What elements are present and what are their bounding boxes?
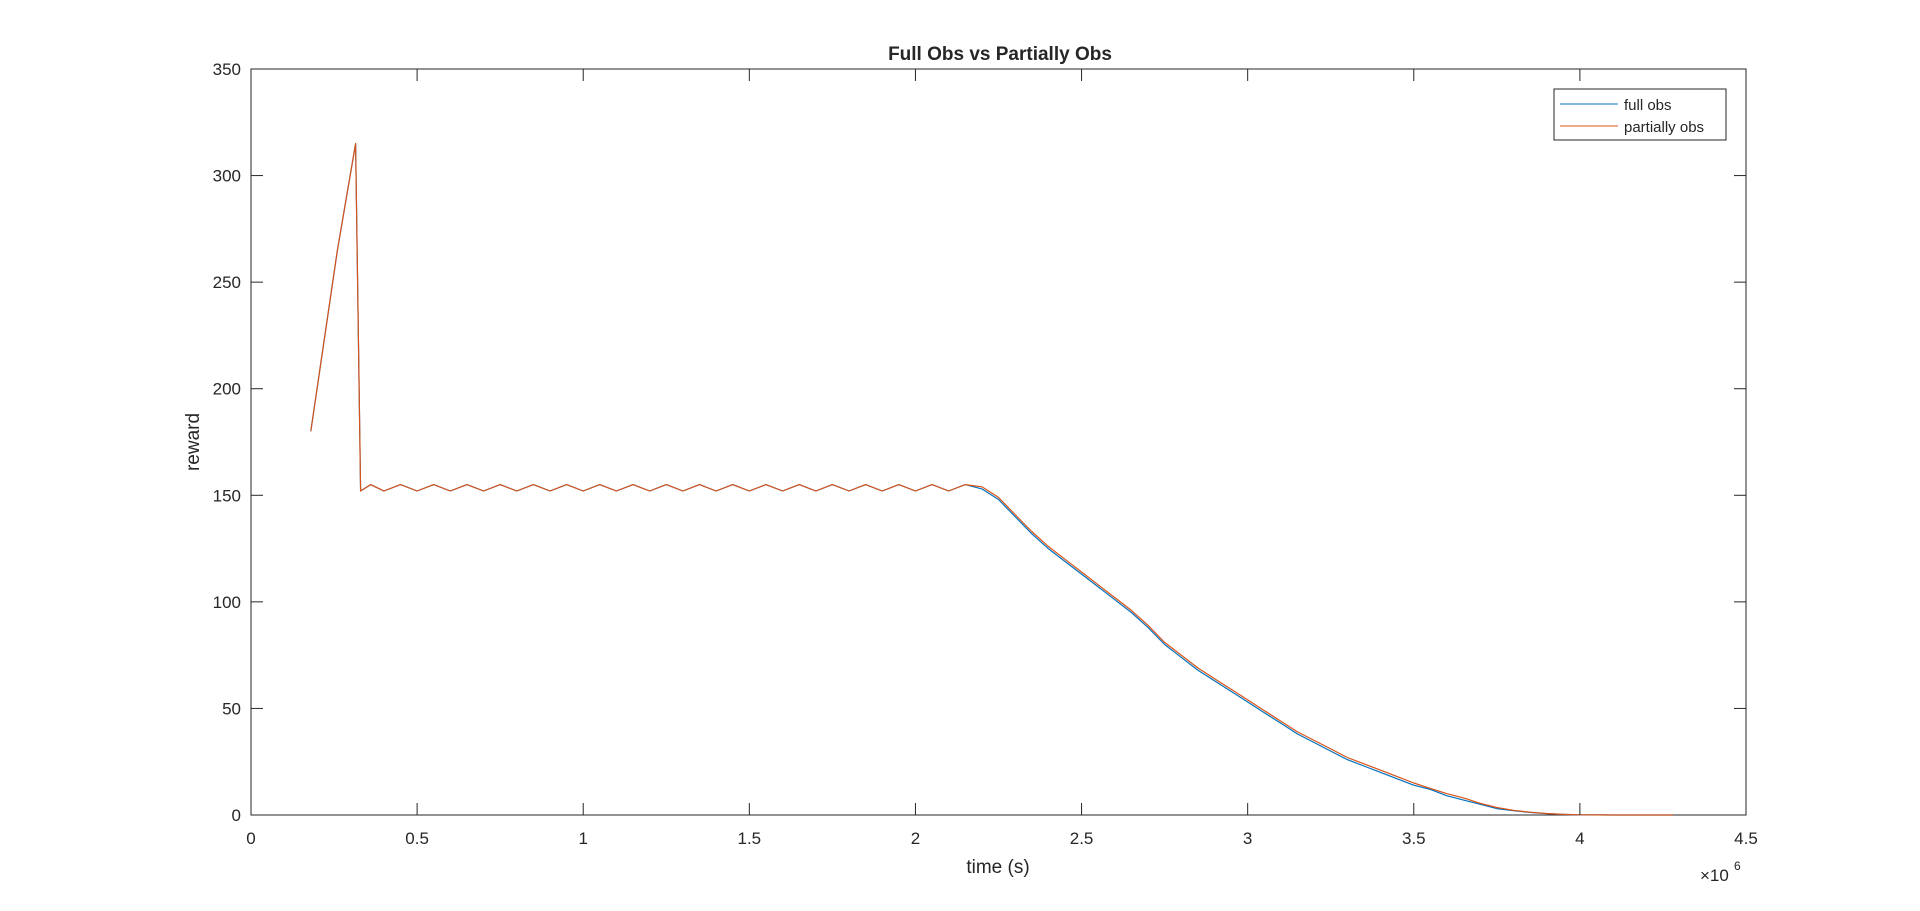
y-tick-label: 300 bbox=[213, 167, 241, 186]
y-tick-label: 0 bbox=[232, 806, 241, 825]
x-exponent-power: 6 bbox=[1734, 859, 1741, 873]
x-tick-label: 3 bbox=[1243, 829, 1252, 848]
x-tick-label: 3.5 bbox=[1402, 829, 1426, 848]
y-tick-label: 100 bbox=[213, 593, 241, 612]
series-line-partially-obs bbox=[310, 143, 1673, 816]
series-layer bbox=[310, 143, 1673, 816]
x-exponent: ×10 6 bbox=[1700, 859, 1741, 885]
legend-label-full-obs: full obs bbox=[1624, 97, 1672, 114]
chart-title: Full Obs vs Partially Obs bbox=[888, 44, 1112, 65]
legend-box bbox=[1553, 88, 1727, 141]
y-tick-label: 350 bbox=[213, 60, 241, 79]
plot-area bbox=[250, 68, 1747, 816]
x-tick-label: 2 bbox=[911, 829, 920, 848]
x-axis-label: time (s) bbox=[966, 857, 1029, 878]
y-tick-label: 150 bbox=[213, 486, 241, 505]
y-tick-label: 50 bbox=[222, 699, 241, 718]
x-tick-label: 1.5 bbox=[738, 829, 762, 848]
x-tick-label: 0 bbox=[246, 829, 255, 848]
y-axis-label: reward bbox=[183, 413, 204, 471]
y-tick-label: 200 bbox=[213, 380, 241, 399]
legend: full obs partially obs bbox=[1553, 88, 1727, 141]
ticks-layer: 0 0.5 1 1.5 2 2.5 3 3.5 4 4.5 0 50 100 150 200 250 300 35… bbox=[213, 60, 1758, 848]
x-tick-label: 0.5 bbox=[405, 829, 429, 848]
x-tick-label: 4 bbox=[1575, 829, 1584, 848]
x-tick-label: 1 bbox=[578, 829, 587, 848]
x-tick-label: 2.5 bbox=[1070, 829, 1094, 848]
legend-label-partially-obs: partially obs bbox=[1624, 119, 1704, 136]
y-tick-label: 250 bbox=[213, 273, 241, 292]
x-exponent-base: ×10 bbox=[1700, 866, 1729, 885]
x-tick-label: 4.5 bbox=[1734, 829, 1758, 848]
